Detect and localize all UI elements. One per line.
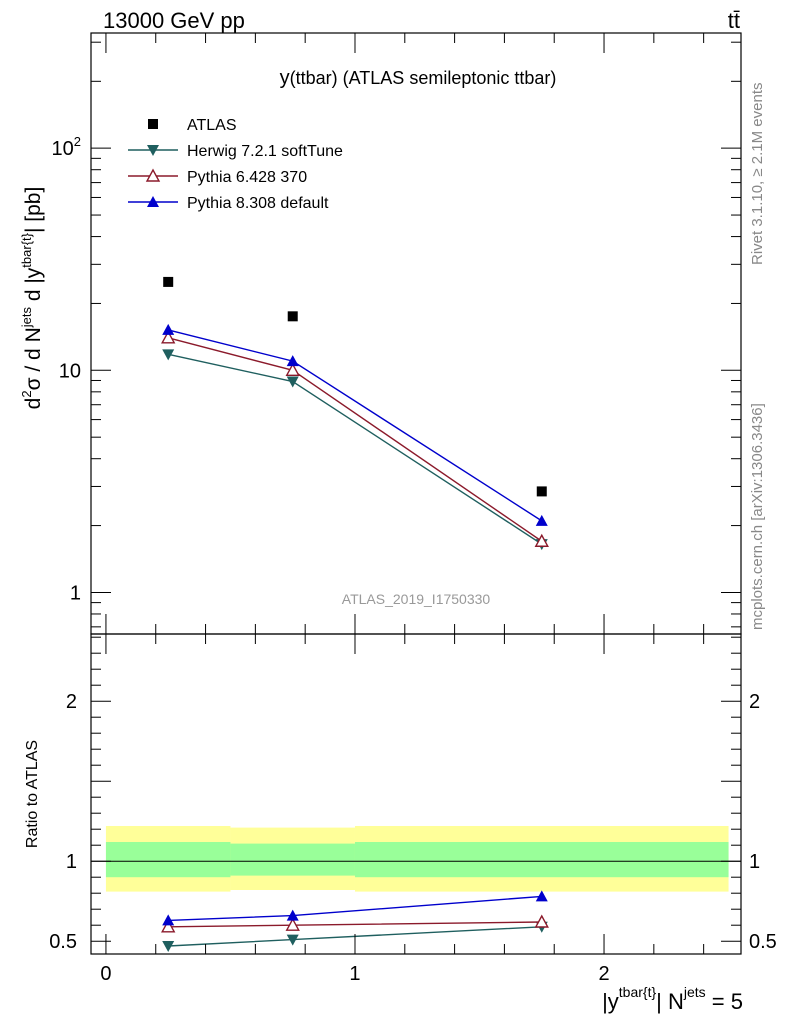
- band-inner-1: [230, 843, 355, 876]
- ratio-y-tick-label-right: 2: [749, 691, 760, 713]
- ratio-y-tick-label-left: 1: [66, 851, 77, 873]
- series-line-pythia8: [168, 329, 543, 522]
- main-title-var: y: [280, 67, 290, 89]
- point-atlas-2: [536, 486, 547, 497]
- ratio-point-pythia6-2: [534, 914, 549, 928]
- point-atlas-0: [163, 276, 174, 287]
- ratio-point-pythia8-1: [286, 909, 299, 921]
- legend-marker-pythia8: [147, 196, 159, 207]
- ratio-y-tick-label-right: 0.5: [749, 931, 777, 953]
- ratio-x-label: |ytbar{t}| Njets = 5: [602, 984, 743, 1014]
- main-y-ticks: 1 10 102: [52, 41, 741, 628]
- point-pythia8-0: [162, 323, 175, 335]
- x-tick-label: 2: [598, 963, 609, 985]
- ratio-y-tick-label-right: 1: [749, 851, 760, 873]
- series-atlas: [163, 276, 547, 497]
- ratio-line-pythia8: [168, 895, 542, 922]
- watermark: ATLAS_2019_I1750330: [342, 591, 491, 607]
- main-x-ticks: [105, 33, 705, 634]
- ratio-point-pythia8-2: [535, 890, 548, 902]
- legend-entry-pythia6: Pythia 6.428 370: [128, 168, 307, 186]
- ratio-y-tick-label-left: 2: [66, 691, 77, 713]
- ratio-line-pythia6: [168, 921, 542, 928]
- ratio-series-pythia8: [162, 890, 548, 926]
- main-panel: 1 10 102 y(ttbar) (ATLAS semileptonic ttba…: [19, 32, 742, 635]
- ratio-x-ticks: 0 1 2: [100, 634, 705, 985]
- y-tick-label: 102: [52, 134, 81, 160]
- x-tick-label: 0: [100, 963, 111, 985]
- legend-label-herwig: Herwig 7.2.1 softTune: [187, 143, 343, 160]
- x-tick-label: 1: [349, 963, 360, 985]
- legend-marker-atlas: [148, 119, 158, 129]
- legend: ATLAS Herwig 7.2.1 softTune Pythia 6.428 3…: [128, 117, 343, 212]
- legend-entry-atlas: ATLAS: [148, 117, 237, 134]
- ratio-series-pythia6: [161, 914, 549, 933]
- rivet-label: Rivet 3.1.10, ≥ 2.1M events: [749, 83, 766, 266]
- ratio-y-tick-label-left: 0.5: [49, 931, 77, 953]
- series-pythia6: [161, 330, 549, 547]
- series-line-pythia6: [168, 337, 543, 542]
- mcplots-label: mcplots.cern.ch [arXiv:1306.3436]: [749, 403, 766, 630]
- ratio-point-pythia6-1: [285, 917, 300, 931]
- ratio-point-herwig-0: [162, 941, 175, 952]
- ratio-frame: [90, 633, 742, 955]
- ratio-y-ticks: 0.5 0.5 1 1 2 2: [49, 636, 777, 953]
- point-pythia6-1: [285, 362, 300, 377]
- band-inner-2: [354, 842, 729, 878]
- ratio-uncertainty-bands: [91, 826, 741, 892]
- legend-label-atlas: ATLAS: [187, 117, 237, 134]
- main-y-label: d2σ / d Njets d |ytbar{t}| [pb]: [19, 187, 45, 410]
- point-pythia6-0: [161, 330, 176, 344]
- energy-label: 13000 GeV pp: [103, 8, 245, 33]
- point-herwig-0: [162, 349, 175, 361]
- process-label: tt̄: [728, 8, 740, 33]
- series-pythia8: [162, 323, 548, 526]
- point-pythia6-2: [534, 533, 549, 547]
- ratio-point-herwig-1: [286, 934, 299, 946]
- legend-marker-pythia6: [145, 168, 161, 182]
- main-title-rest: (ttbar) (ATLAS semileptonic ttbar): [290, 68, 557, 88]
- series-line-herwig: [168, 353, 543, 545]
- ratio-panel: 0.5 0.5 1 1 2 2 0 1 2 Ratio to ATLAS |ytbar{t}|…: [24, 633, 777, 1014]
- legend-entry-pythia8: Pythia 8.308 default: [128, 195, 329, 212]
- main-title: y(ttbar) (ATLAS semileptonic ttbar): [280, 67, 557, 89]
- ratio-point-pythia6-0: [161, 919, 176, 933]
- ratio-y-label: Ratio to ATLAS: [24, 740, 41, 848]
- legend-label-pythia6: Pythia 6.428 370: [187, 169, 307, 186]
- point-herwig-1: [286, 376, 299, 388]
- y-tick-label: 1: [70, 582, 81, 604]
- legend-marker-herwig: [147, 145, 159, 156]
- legend-entry-herwig: Herwig 7.2.1 softTune: [128, 143, 343, 160]
- point-atlas-1: [287, 311, 298, 322]
- point-pythia8-1: [286, 355, 299, 367]
- ratio-point-pythia8-0: [162, 914, 175, 926]
- y-tick-label: 10: [59, 360, 81, 382]
- band-inner-0: [105, 842, 231, 878]
- legend-label-pythia8: Pythia 8.308 default: [187, 195, 329, 212]
- point-pythia8-2: [535, 514, 548, 526]
- series-herwig: [162, 349, 548, 551]
